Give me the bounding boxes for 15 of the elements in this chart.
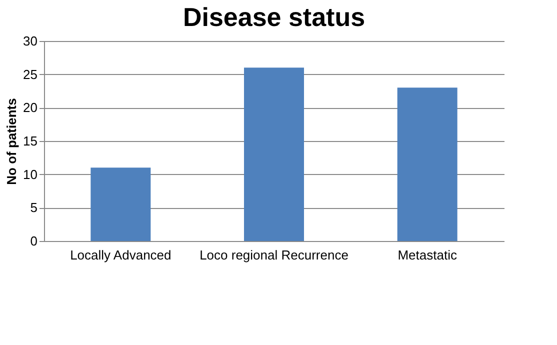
y-axis-title: No of patients <box>4 98 20 185</box>
y-tick-label: 30 <box>23 34 38 48</box>
bar <box>397 88 458 241</box>
y-tick-label: 20 <box>23 100 38 116</box>
y-tick-label: 10 <box>23 166 38 182</box>
y-tick-label: 25 <box>23 66 38 82</box>
y-tick-label: 5 <box>30 200 38 216</box>
y-tick-label: 0 <box>30 234 38 248</box>
chart-title: Disease status <box>182 2 366 32</box>
x-tick-label: Locally Advanced <box>70 248 172 262</box>
y-tick-label: 15 <box>23 134 38 148</box>
bar <box>244 68 304 241</box>
bar <box>90 168 151 241</box>
x-tick-label: Metastatic <box>398 248 458 262</box>
x-tick-label: Loco regional Recurrence <box>200 248 348 262</box>
